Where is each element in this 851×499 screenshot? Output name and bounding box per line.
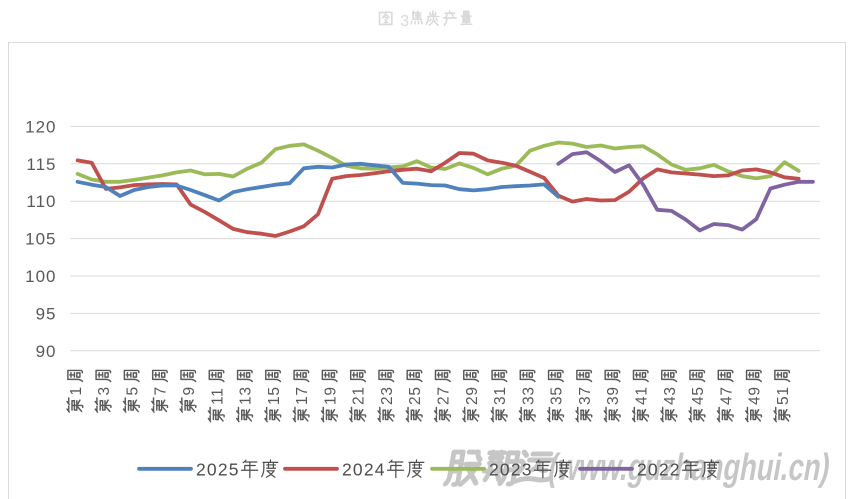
svg-text:90: 90 [36,342,57,361]
svg-text:19: 19 [322,386,339,405]
svg-text:25: 25 [407,386,424,405]
svg-text:2025: 2025 [196,459,240,479]
svg-text:49: 49 [747,386,764,405]
svg-text:3: 3 [400,13,409,30]
svg-text:51: 51 [775,386,792,405]
svg-text:17: 17 [294,386,311,405]
svg-text:39: 39 [605,386,622,405]
svg-text:21: 21 [351,386,368,405]
svg-text:31: 31 [492,386,509,405]
svg-text:2024: 2024 [342,459,386,479]
svg-text:41: 41 [634,386,651,405]
svg-text:45: 45 [690,386,707,405]
svg-text:47: 47 [718,386,735,405]
svg-text:5: 5 [124,386,141,395]
svg-text:2023: 2023 [489,459,533,479]
svg-text:9: 9 [181,386,198,395]
svg-text:105: 105 [25,230,56,249]
svg-text:95: 95 [36,304,57,323]
svg-text:29: 29 [464,386,481,405]
svg-text:115: 115 [26,155,56,174]
svg-text:7: 7 [153,386,170,395]
svg-text:23: 23 [379,386,396,405]
svg-text:3: 3 [96,386,113,395]
svg-text:2022: 2022 [637,459,681,479]
svg-text:27: 27 [436,386,453,405]
svg-text:11: 11 [209,388,226,406]
svg-text:120: 120 [25,117,56,136]
svg-text:35: 35 [549,386,566,405]
svg-text:110: 110 [26,192,56,211]
svg-text:33: 33 [520,386,537,405]
svg-text:13: 13 [238,386,255,405]
svg-text:100: 100 [25,267,56,286]
svg-text:37: 37 [577,386,594,405]
svg-text:15: 15 [266,386,283,405]
svg-text:43: 43 [662,386,679,405]
svg-text:1: 1 [68,386,85,395]
